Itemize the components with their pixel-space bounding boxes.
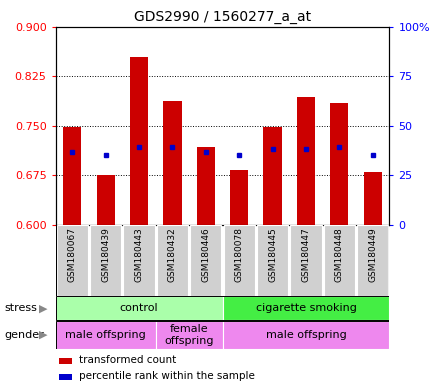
Bar [222, 296, 389, 320]
Text: percentile rank within the sample: percentile rank within the sample [79, 371, 255, 381]
Bar [56, 296, 222, 320]
Text: female
offspring: female offspring [164, 324, 214, 346]
Bar [156, 321, 222, 349]
Text: GSM180432: GSM180432 [168, 227, 177, 281]
Bar [197, 147, 215, 225]
Bar [330, 103, 348, 225]
Bar [230, 170, 248, 225]
Text: GSM180449: GSM180449 [368, 227, 377, 281]
Text: GSM180443: GSM180443 [134, 227, 144, 281]
Text: cigarette smoking: cigarette smoking [255, 303, 356, 313]
Bar [223, 225, 255, 296]
Text: GSM180446: GSM180446 [201, 227, 210, 281]
Text: GSM180447: GSM180447 [301, 227, 311, 281]
Bar [163, 101, 182, 225]
Bar [57, 225, 88, 296]
Text: GSM180448: GSM180448 [335, 227, 344, 281]
Text: male offspring: male offspring [65, 330, 146, 340]
Text: GSM180445: GSM180445 [268, 227, 277, 281]
Text: male offspring: male offspring [266, 330, 346, 340]
Text: gender: gender [4, 330, 44, 340]
Text: ▶: ▶ [39, 330, 48, 340]
Text: GSM180078: GSM180078 [235, 227, 244, 282]
Bar [157, 225, 188, 296]
Text: transformed count: transformed count [79, 356, 176, 366]
Bar [364, 172, 382, 225]
Bar [222, 321, 389, 349]
Bar [297, 98, 315, 225]
Bar [324, 225, 355, 296]
Bar [357, 225, 388, 296]
Bar [190, 225, 222, 296]
Bar [263, 127, 282, 225]
Text: GSM180439: GSM180439 [101, 227, 110, 281]
Bar [59, 374, 72, 380]
Text: ▶: ▶ [39, 303, 48, 313]
Bar [59, 358, 72, 364]
Bar [257, 225, 288, 296]
Title: GDS2990 / 1560277_a_at: GDS2990 / 1560277_a_at [134, 10, 311, 25]
Bar [123, 225, 155, 296]
Text: control: control [120, 303, 158, 313]
Text: stress: stress [4, 303, 37, 313]
Bar [290, 225, 322, 296]
Bar [56, 321, 156, 349]
Bar [90, 225, 121, 296]
Bar [97, 175, 115, 225]
Text: GSM180067: GSM180067 [68, 227, 77, 282]
Bar [130, 56, 148, 225]
Bar [63, 127, 81, 225]
